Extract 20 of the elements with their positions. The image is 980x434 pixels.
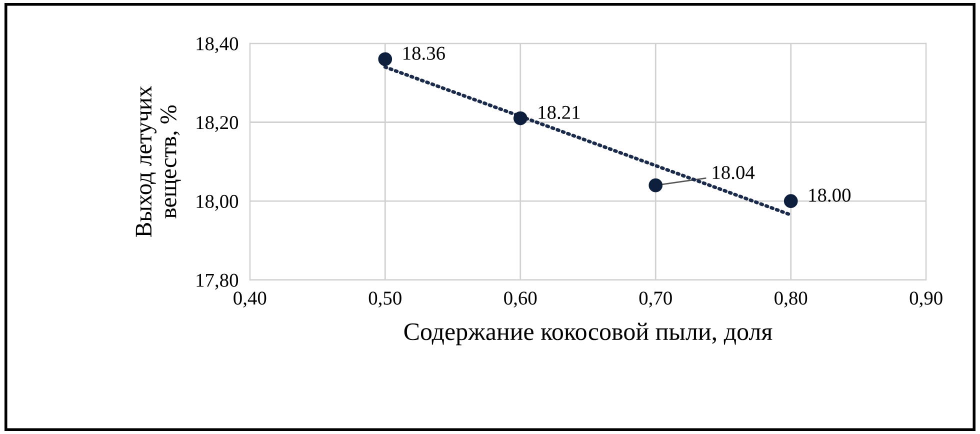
x-tick-label: 0,70	[639, 292, 672, 308]
point	[648, 178, 663, 192]
y-tick-label: 18,00	[196, 194, 238, 211]
x-tick-label: 0,50	[368, 292, 402, 308]
x-tick-label: 0,90	[910, 292, 942, 308]
y-axis-title: Выход летучих веществ, %	[136, 86, 182, 237]
y-tick-label: 18,40	[196, 37, 238, 54]
x-axis-title: Содержание кокосовой пыли, доля	[404, 322, 772, 346]
data-label: 18.36	[404, 46, 445, 60]
x-tick-label: 0,60	[504, 292, 537, 308]
point	[784, 194, 798, 208]
x-tick-label: 0,40	[234, 292, 266, 308]
data-label: 18.00	[809, 188, 851, 202]
x-tick-label: 0,80	[774, 292, 808, 308]
y-tick-label: 18,20	[196, 116, 238, 132]
data-label: 18.21	[538, 106, 580, 120]
data-label: 18.04	[712, 166, 755, 180]
point	[378, 52, 392, 66]
y-tick-label: 17,80	[196, 274, 238, 290]
point	[513, 111, 528, 126]
